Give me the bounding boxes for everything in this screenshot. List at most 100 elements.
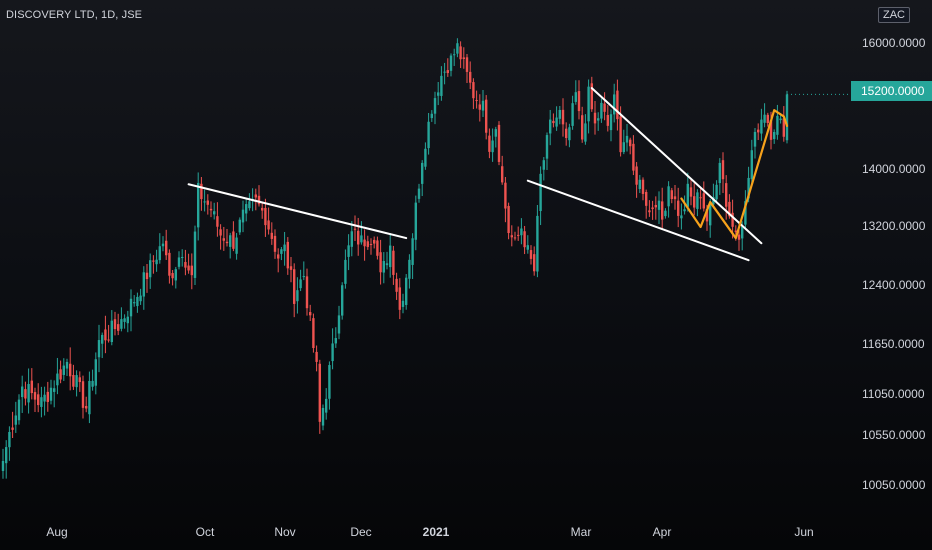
candle-body (88, 380, 91, 415)
candle-body (318, 363, 321, 422)
candle-body (21, 386, 24, 398)
candle-body (59, 369, 62, 380)
candle-body (549, 119, 552, 134)
candle-body (360, 235, 363, 243)
candle-body (517, 234, 520, 236)
candle-body (40, 397, 43, 407)
candle-body (261, 207, 264, 211)
candle-body (94, 359, 97, 386)
candle-body (587, 86, 590, 122)
candle-body (264, 207, 267, 226)
candle-body (699, 197, 702, 199)
candle-body (49, 387, 53, 401)
candle-body (734, 230, 737, 233)
candle-body (632, 143, 635, 171)
candle-body (270, 232, 273, 239)
candle-body (446, 70, 449, 74)
candle-body (91, 380, 94, 387)
candle-body (638, 179, 641, 189)
candle-body (193, 231, 197, 278)
candle-body (510, 235, 513, 238)
candle-body (222, 238, 225, 241)
candle-body (142, 272, 145, 297)
candle-body (584, 123, 587, 142)
candle-body (603, 103, 606, 112)
candle-body (30, 380, 33, 394)
candle-body (133, 302, 136, 304)
trendline (590, 87, 763, 245)
candle-body (277, 254, 280, 259)
y-tick-label: 11650.0000 (862, 337, 925, 351)
candle-body (241, 209, 245, 223)
candle-body (600, 102, 603, 119)
candle-body (331, 343, 334, 362)
y-tick-label: 13200.0000 (862, 219, 926, 233)
candle-body (715, 184, 718, 200)
candle-body (366, 241, 369, 247)
candle-body (494, 129, 497, 137)
candle-body (657, 200, 661, 210)
candle-body (651, 207, 654, 210)
y-tick-label: 14000.0000 (862, 162, 926, 176)
candle-body (667, 186, 670, 207)
candle-body (229, 235, 232, 247)
candle-body (117, 324, 120, 331)
candle-body (341, 285, 344, 316)
candle-body (408, 259, 411, 279)
candle-body (411, 238, 414, 265)
candle-body (120, 319, 123, 329)
candle-body (171, 273, 174, 279)
candle-body (129, 298, 133, 317)
candle-body (648, 210, 651, 213)
candle-body (149, 260, 152, 278)
candle-body (785, 94, 789, 141)
trendline (187, 183, 408, 240)
candle-body (725, 183, 728, 207)
candle-body (110, 320, 113, 343)
candle-body (190, 265, 193, 276)
candle-body (85, 406, 88, 409)
candle-body (433, 98, 437, 114)
candle-body (401, 300, 405, 307)
x-tick-label: Dec (350, 525, 372, 539)
candle-body (62, 365, 65, 375)
candle-body (187, 265, 190, 271)
candle-body (619, 116, 622, 153)
candle-body (478, 104, 481, 110)
candle-body (363, 239, 366, 247)
candle-body (107, 339, 110, 341)
candle-body (75, 375, 78, 388)
candle-body (334, 338, 337, 344)
candle-body (43, 394, 46, 402)
candle-body (325, 398, 328, 413)
candle-body (465, 57, 469, 72)
candle-body (680, 215, 683, 219)
currency-badge[interactable]: ZAC (878, 7, 910, 23)
candle-body (520, 228, 523, 236)
candle-body (309, 312, 312, 316)
candle-body (152, 260, 155, 262)
candle-body (181, 256, 184, 258)
candle-body (283, 244, 286, 252)
candle-body (622, 142, 625, 153)
x-tick-label: Apr (652, 525, 672, 539)
candle-body (641, 179, 645, 194)
candle-body (763, 114, 766, 123)
candle-body (773, 132, 776, 140)
candle-body (389, 245, 392, 268)
candle-body (705, 208, 709, 222)
candle-body (750, 150, 753, 180)
candle-body (571, 103, 574, 126)
candle-body (728, 201, 731, 217)
candle-body (1, 461, 5, 471)
candle-body (533, 254, 536, 272)
candle-body (104, 329, 107, 341)
candle-body (405, 277, 408, 305)
candle-body (561, 109, 565, 125)
candle-body (232, 231, 235, 249)
candle-body (501, 166, 504, 183)
candle-body (741, 226, 744, 239)
candle-body (440, 75, 443, 96)
